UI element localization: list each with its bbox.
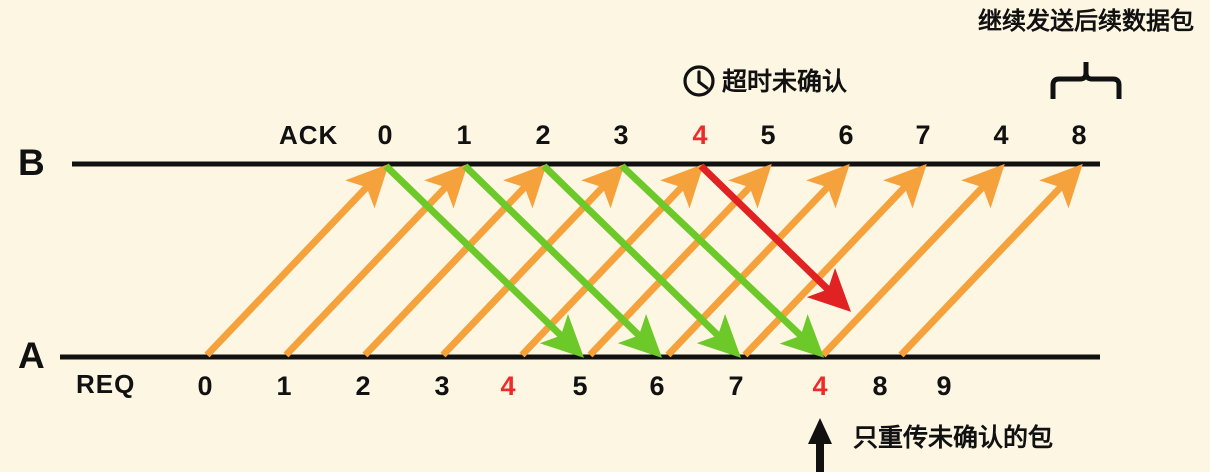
req-seq-label-7: 7 bbox=[728, 371, 744, 401]
request-arrow-6 bbox=[665, 163, 850, 358]
ack-seq-label-8: 4 bbox=[993, 120, 1009, 150]
ack-arrow-3 bbox=[619, 163, 825, 358]
req-seq-label-8: 4 bbox=[812, 371, 828, 401]
ack-seq-label-4: 4 bbox=[692, 120, 708, 150]
ack-seq-label-2: 2 bbox=[535, 120, 551, 150]
ack-arrow-2 bbox=[541, 163, 742, 358]
req-row-tag: REQ bbox=[76, 369, 136, 399]
req-seq-label-3: 3 bbox=[434, 371, 450, 401]
request-arrow-7 bbox=[742, 163, 927, 358]
request-arrow-5 bbox=[587, 163, 772, 358]
ack-seq-label-9: 8 bbox=[1071, 120, 1087, 150]
ack-arrow-0 bbox=[383, 163, 585, 358]
req-seq-label-1: 1 bbox=[276, 371, 292, 401]
req-seq-label-6: 6 bbox=[649, 371, 665, 401]
request-arrow-3 bbox=[440, 163, 625, 358]
request-arrow-2 bbox=[362, 163, 547, 358]
request-arrow-0 bbox=[204, 163, 389, 358]
ack-arrow-1 bbox=[462, 163, 663, 358]
ack-seq-label-7: 7 bbox=[915, 120, 931, 150]
request-arrow-4-retransmit bbox=[820, 163, 1005, 358]
ack-seq-label-5: 5 bbox=[760, 120, 776, 150]
request-arrow-8 bbox=[898, 163, 1083, 358]
request-arrow-1 bbox=[283, 163, 468, 358]
annotation-timeout-unacked: 超时未确认 bbox=[722, 68, 848, 96]
up-arrow-icon bbox=[808, 418, 832, 472]
req-seq-label-5: 5 bbox=[572, 371, 588, 401]
curly-brace bbox=[1050, 62, 1122, 99]
clock-icon bbox=[683, 65, 715, 97]
lost-ack-arrow bbox=[698, 163, 852, 312]
endpoint-label-a: A bbox=[18, 335, 45, 376]
ack-seq-label-0: 0 bbox=[377, 120, 393, 150]
annotation-retransmit-only: 只重传未确认的包 bbox=[853, 424, 1054, 452]
ack-seq-label-3: 3 bbox=[613, 120, 629, 150]
ack-seq-label-1: 1 bbox=[456, 120, 472, 150]
req-seq-label-9: 8 bbox=[872, 371, 888, 401]
annotation-continue-sending: 继续发送后续数据包 bbox=[978, 8, 1194, 35]
req-seq-label-10: 9 bbox=[936, 371, 952, 401]
req-seq-label-4: 4 bbox=[500, 371, 516, 401]
req-seq-label-0: 0 bbox=[197, 371, 213, 401]
endpoint-label-b: B bbox=[18, 142, 45, 183]
ack-seq-label-6: 6 bbox=[838, 120, 854, 150]
req-seq-label-2: 2 bbox=[355, 371, 371, 401]
ack-arrows bbox=[383, 163, 825, 358]
ack-row-tag: ACK bbox=[279, 120, 339, 150]
